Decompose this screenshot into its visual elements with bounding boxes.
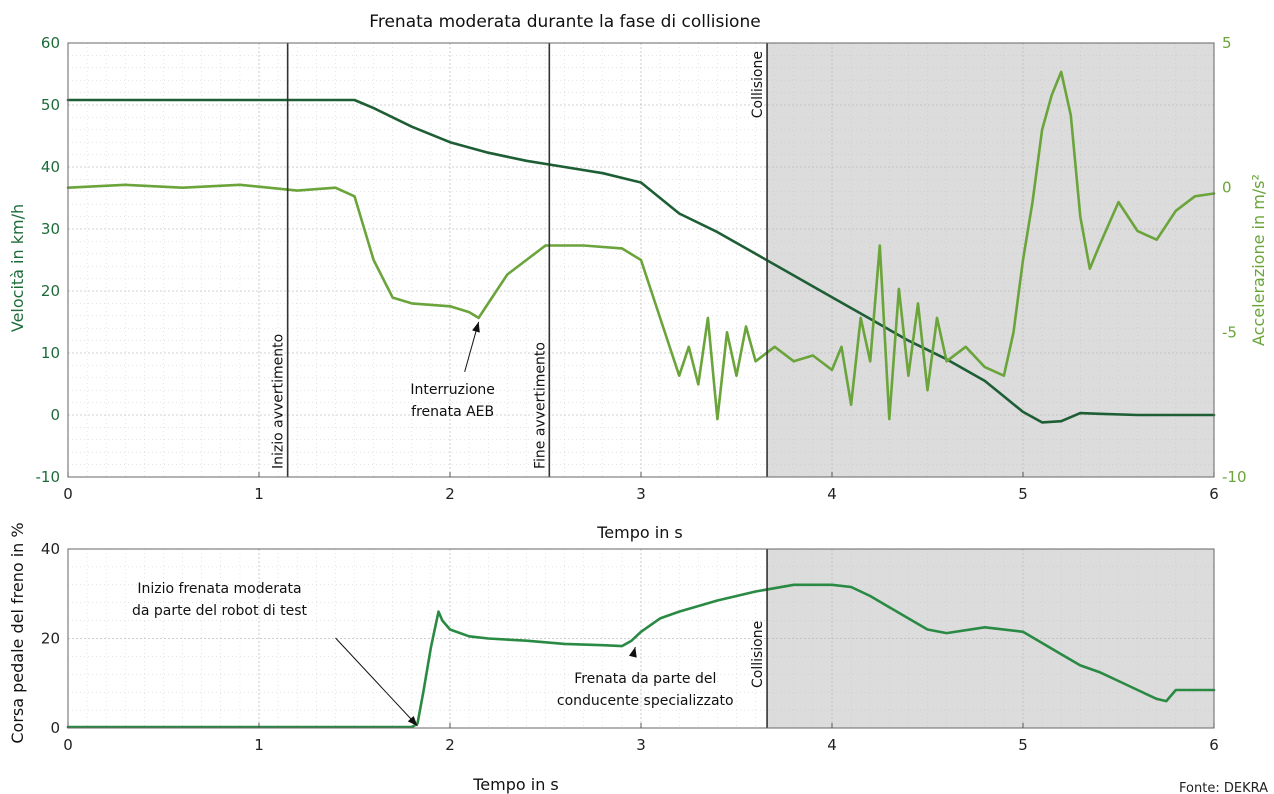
x-tick-label: 6 [1209, 485, 1219, 503]
source-note: Fonte: DEKRA [1179, 781, 1268, 794]
y-tick-label: 60 [41, 34, 60, 52]
x-tick-label: 0 [63, 736, 73, 754]
x-tick-label: 3 [636, 736, 646, 754]
annotation-text: Inizio frenata moderata [137, 581, 301, 597]
annotation-text: Frenata da parte del [574, 671, 716, 687]
pedal-x-axis-label: Tempo in s [472, 775, 559, 794]
event-marker-label: Collisione [750, 621, 766, 688]
x-tick-label: 1 [254, 485, 264, 503]
brake-pedal-line [66, 583, 1216, 729]
y-tick-label: 10 [41, 344, 60, 362]
speed-acceleration-chart: Inizio avvertimento Fine avvertimento Coll… [36, 34, 1247, 503]
grid [67, 42, 1215, 478]
main-x-axis-label: Tempo in s [596, 523, 683, 542]
y-tick-label: 0 [50, 719, 60, 737]
annotation-text: Interruzione [410, 382, 495, 398]
x-tick-label: 5 [1018, 736, 1028, 754]
y-tick-label: 20 [41, 282, 60, 300]
collision-shaded-region [767, 43, 1214, 477]
x-tick-label: 4 [827, 736, 837, 754]
y-tick-label: 30 [41, 220, 60, 238]
y-right-tick-label: -10 [1222, 468, 1247, 486]
brake-pedal-chart: Collisione Inizio frenata moderata da part… [41, 540, 1219, 754]
x-tick-label: 2 [445, 736, 455, 754]
y-right-tick-label: 5 [1222, 34, 1232, 52]
event-marker-label: Collisione [750, 51, 766, 118]
annotation-arrow-line [335, 637, 418, 727]
annotation-arrow-head [407, 715, 418, 726]
x-tick-label: 2 [445, 485, 455, 503]
speed-axis-label: Velocità in km/h [8, 204, 27, 332]
annotation-text: da parte del robot di test [132, 603, 308, 619]
annotation-text: conducente specializzato [557, 693, 734, 709]
x-tick-label: 3 [636, 485, 646, 503]
annotation-arrow-head [472, 321, 480, 333]
y-right-tick-label: 0 [1222, 179, 1232, 197]
event-marker-label: Inizio avvertimento [271, 334, 287, 469]
x-tick-label: 5 [1018, 485, 1028, 503]
x-tick-label: 0 [63, 485, 73, 503]
event-marker-label: Fine avvertimento [532, 342, 548, 469]
y-tick-label: 0 [50, 406, 60, 424]
main-chart-title: Frenata moderata durante la fase di coll… [369, 12, 760, 32]
x-tick-label: 1 [254, 736, 264, 754]
collision-shaded-region [767, 549, 1214, 728]
x-tick-label: 4 [827, 485, 837, 503]
acceleration-line [66, 70, 1216, 421]
y-right-tick-label: -5 [1222, 323, 1237, 341]
x-tick-label: 6 [1209, 736, 1219, 754]
pedal-axis-label: Corsa pedale del freno in % [8, 522, 27, 743]
annotation-text: frenata AEB [411, 404, 494, 420]
y-tick-label: 40 [41, 158, 60, 176]
y-tick-label: 20 [41, 630, 60, 648]
annotation-arrow-head [628, 646, 637, 658]
y-tick-label: 40 [41, 540, 60, 558]
y-tick-label: -10 [36, 468, 61, 486]
speed-line [66, 98, 1216, 424]
y-tick-label: 50 [41, 96, 60, 114]
acceleration-axis-label: Accelerazione in m/s² [1249, 174, 1268, 346]
